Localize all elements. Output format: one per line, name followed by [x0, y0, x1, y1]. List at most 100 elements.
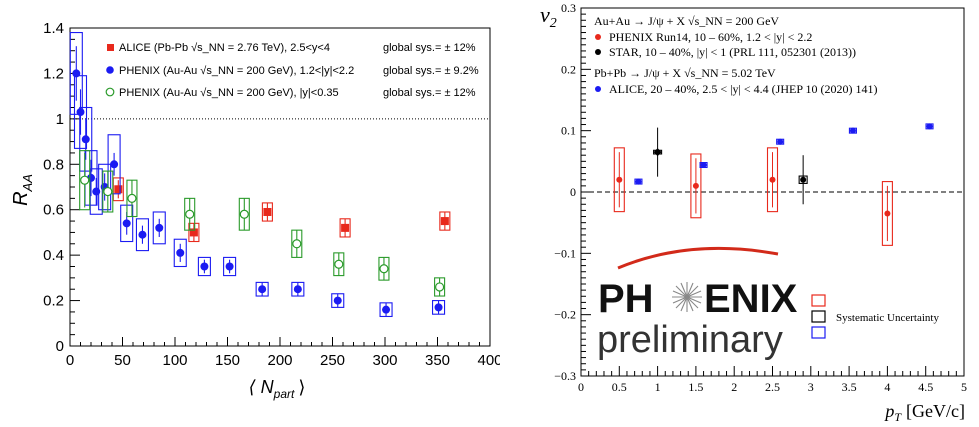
raa-y-tick-label: 1.2: [43, 65, 64, 82]
raa-point-phenix-fwd: [434, 303, 443, 312]
v2-x-tick-label: 4.5: [918, 380, 933, 394]
raa-point-phenix-fwd: [225, 262, 234, 271]
raa-sys-box: [98, 163, 112, 211]
v2-point-phenix: [884, 210, 891, 217]
raa-y-tick-label: 0: [56, 338, 64, 355]
raa-point-phenix-fwd: [258, 285, 267, 294]
v2-sys-box: [881, 181, 893, 246]
raa-point-phenix-mid: [334, 259, 344, 269]
svg-text:v2: v2: [540, 2, 557, 31]
v2-y-axis-title: v2: [540, 2, 557, 31]
v2-point-alice: [849, 127, 856, 134]
legend-sys-phenix-fwd: global sys.= ± 9.2%: [383, 65, 479, 77]
legend-marker-phenix-mid: [105, 87, 115, 97]
v2-point-phenix: [616, 176, 623, 183]
v2-legend-label-star: STAR, 10 – 40%, |y| < 1 (PRL 111, 052301…: [609, 45, 856, 59]
legend-marker-alice: [107, 44, 114, 51]
raa-sys-box: [89, 168, 103, 215]
v2-legend-marker-star: [595, 49, 601, 55]
raa-ylabel-sub: AA: [20, 174, 35, 192]
raa-legend: ALICE (Pb-Pb √s_NN = 2.76 TeV), 2.5<y<4 …: [105, 42, 479, 99]
raa-point-phenix-fwd: [176, 248, 185, 257]
raa-sys-box: [79, 106, 93, 172]
raa-point-alice: [189, 228, 198, 237]
sys-legend-label: Systematic Uncertainty: [836, 312, 939, 324]
svg-text:⟨ Npart⟩: ⟨ Npart ⟩: [249, 377, 306, 401]
v2-legend-header-auau: Au+Au → J/ψ + X √s_NN = 200 GeV: [594, 14, 779, 28]
raa-point-phenix-fwd: [333, 296, 342, 305]
v2-legend-marker-phenix: [595, 34, 601, 40]
legend-sys-alice: global sys.= ± 12%: [383, 42, 476, 54]
v2-y-tick-label: −0.3: [554, 369, 576, 383]
phenix-logo-ph: PH: [598, 277, 654, 321]
v2-legend-label-alice: ALICE, 20 – 40%, 2.5 < |y| < 4.4 (JHEP 1…: [609, 82, 878, 96]
phenix-logo-swoosh: [617, 246, 779, 270]
raa-sys-box: [223, 256, 237, 277]
raa-x-tick-label: 0: [66, 352, 74, 369]
v2-sys-box: [798, 175, 808, 184]
raa-y-tick-label: 1.4: [43, 20, 64, 37]
raa-point-phenix-mid: [292, 239, 302, 249]
v2-plot-frame: [580, 7, 965, 377]
raa-point-phenix-fwd: [155, 223, 164, 232]
v2-point-alice: [777, 138, 784, 145]
raa-x-axis-title: ⟨ Npart ⟩: [249, 377, 306, 401]
raa-sys-box: [69, 31, 83, 115]
v2-sys-box: [699, 162, 708, 169]
svg-text:pT[GeV/c]: pT [GeV/c]: [883, 401, 965, 424]
v2-x-axis-title: pT [GeV/c]: [883, 401, 965, 424]
v2-x-tick-label: 0.5: [612, 380, 627, 394]
v2-y-tick-label: 0.3: [561, 1, 576, 15]
v2-point-alice: [635, 178, 642, 185]
raa-y-tick-label: 0.2: [43, 293, 64, 310]
raa-ylabel: R: [10, 191, 32, 205]
v2-sys-box: [848, 127, 857, 134]
v2-axis-ticks: 0 0.5 1 1.5 2 2.5 3 3.5 4 4.5 5 −0.3 −0.2 −0.1 0 0.1 0.2…: [554, 1, 967, 394]
raa-y-tick-label: 0.6: [43, 202, 64, 219]
v2-sys-box: [925, 123, 934, 130]
sys-box-red: [811, 294, 826, 307]
raa-y-tick-label: 0.4: [43, 247, 64, 264]
raa-x-tick-label: 150: [215, 352, 240, 369]
v2-sys-box: [690, 153, 702, 219]
v2-x-tick-label: 0: [578, 380, 584, 394]
v2-ylabel: v: [540, 2, 550, 27]
v2-legend: Au+Au → J/ψ + X √s_NN = 200 GeV PHENIX R…: [594, 14, 878, 96]
v2-data-layer: [613, 123, 934, 246]
sys-box-black: [811, 310, 826, 323]
v2-sys-box: [634, 178, 643, 185]
raa-point-phenix-mid: [80, 175, 90, 185]
v2-x-tick-label: 1: [655, 380, 661, 394]
raa-point-phenix-mid: [103, 186, 113, 197]
v2-x-tick-label: 1.5: [688, 380, 703, 394]
raa-sys-box: [152, 211, 166, 245]
raa-y-tick-label: 1: [56, 111, 64, 128]
v2-point-alice: [700, 162, 707, 169]
raa-sys-box: [197, 256, 211, 277]
v2-x-tick-label: 3: [808, 380, 814, 394]
raa-sys-box: [79, 150, 91, 211]
raa-point-alice: [341, 223, 350, 232]
raa-x-tick-label: 250: [320, 352, 345, 369]
v2-y-tick-label: −0.1: [554, 246, 576, 260]
v2-point-phenix: [692, 182, 699, 189]
raa-point-phenix-fwd: [76, 108, 85, 117]
v2-point-star: [800, 176, 807, 183]
raa-x-tick-label: 350: [425, 352, 450, 369]
systematic-uncertainty-legend: Systematic Uncertainty: [811, 294, 939, 339]
raa-point-alice: [440, 217, 449, 226]
raa-chart: 0 50 100 150 200 250 300 350 400 0 0.2 0.4 0.6 0.8 1 1.…: [10, 20, 500, 401]
v2-xlabel-sub: T: [894, 410, 902, 424]
raa-y-axis-title: RAA: [10, 174, 35, 206]
v2-point-star: [653, 148, 662, 157]
legend-label-alice: ALICE (Pb-Pb √s_NN = 2.76 TeV), 2.5<y<4: [119, 42, 330, 54]
v2-x-tick-label: 4: [884, 380, 890, 394]
v2-x-tick-label: 3.5: [842, 380, 857, 394]
v2-legend-header-pbpb: Pb+Pb → J/ψ + X √s_NN = 5.02 TeV: [594, 66, 776, 80]
raa-point-phenix-fwd: [110, 160, 119, 169]
raa-point-alice: [114, 185, 123, 194]
raa-x-tick-label: 50: [114, 352, 131, 369]
raa-point-phenix-mid: [435, 282, 445, 292]
raa-y-tick-label: 0.8: [43, 156, 64, 173]
raa-point-phenix-mid: [379, 264, 389, 274]
